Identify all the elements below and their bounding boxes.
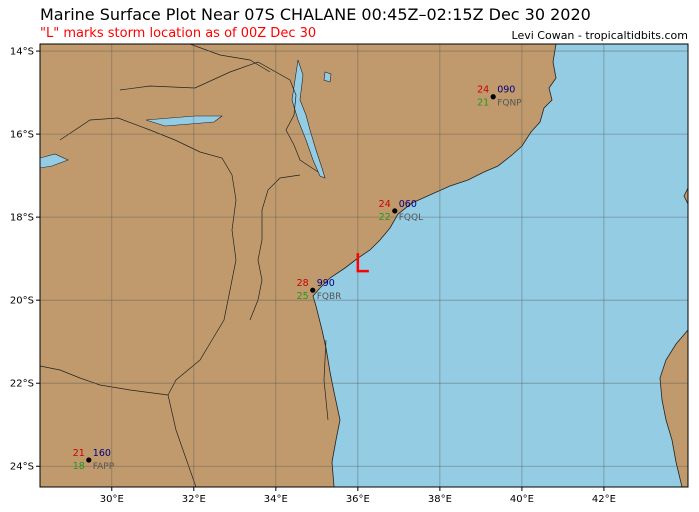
station-FQBR[interactable]: 28 25 990 FQBR: [297, 278, 342, 302]
lake-cahora-bassa: [323, 71, 332, 83]
lon-tick-label: 42°E: [592, 494, 616, 505]
station-pressure: 060: [399, 199, 417, 210]
station-dot: [86, 457, 92, 463]
station-pressure: 160: [93, 448, 111, 459]
station-dewpoint: 21: [477, 98, 489, 109]
station-FQNP[interactable]: 24 21 090 FQNP: [477, 85, 522, 109]
station-dewpoint: 22: [379, 212, 391, 223]
lon-tick-label: 32°E: [182, 494, 206, 505]
station-id: FQNP: [497, 99, 522, 109]
lake-west: [40, 153, 69, 169]
storm-marker: [356, 253, 369, 273]
lon-tick-label: 38°E: [428, 494, 452, 505]
station-temp: 28: [297, 278, 309, 289]
station-FQQL[interactable]: 24 22 060 FQQL: [379, 199, 423, 223]
station-id: FQBR: [317, 292, 342, 302]
station-id: FQQL: [399, 213, 423, 223]
lat-tick-label: 22°S: [10, 379, 34, 390]
map-frame: [39, 43, 689, 488]
station-dot: [490, 94, 496, 100]
station-temp: 21: [73, 448, 85, 459]
station-dot: [392, 208, 398, 214]
station-id: FAPP: [93, 462, 115, 472]
lon-tick-label: 30°E: [100, 494, 124, 505]
lon-tick-label: 40°E: [510, 494, 534, 505]
plot-subtitle: "L" marks storm location as of 00Z Dec 3…: [40, 26, 317, 41]
station-temp: 24: [379, 199, 391, 210]
storm-L-glyph: [356, 253, 369, 273]
lat-tick-label: 20°S: [10, 296, 34, 307]
credit-text: Levi Cowan - tropicaltidbits.com: [511, 29, 688, 42]
station-dot: [310, 287, 316, 293]
lon-tick-label: 36°E: [346, 494, 370, 505]
station-pressure: 090: [497, 85, 515, 96]
lat-tick-label: 16°S: [10, 130, 34, 141]
plot-title: Marine Surface Plot Near 07S CHALANE 00:…: [40, 5, 591, 24]
lon-tick-label: 34°E: [264, 494, 288, 505]
station-dewpoint: 18: [73, 461, 85, 472]
station-FAPP[interactable]: 21 18 160 FAPP: [73, 448, 115, 472]
lat-tick-label: 14°S: [10, 47, 34, 58]
station-plots: 24 21 090 FQNP 24 22 060 FQQL 28 25 990 FQBR 21 18 160…: [73, 85, 522, 472]
station-pressure: 990: [317, 278, 335, 289]
lake-malawi: [291, 59, 326, 179]
land-madagascar: [659, 187, 688, 487]
station-temp: 24: [477, 85, 489, 96]
lat-tick-label: 18°S: [10, 213, 34, 224]
lat-tick-label: 24°S: [10, 462, 34, 473]
land-africa: [40, 44, 557, 487]
station-dewpoint: 25: [297, 291, 309, 302]
lake-kariba: [145, 115, 223, 127]
axis-ticks: 14°S 16°S 18°S 20°S 22°S 24°S 30°E 32°E 34°E 36°E…: [10, 47, 616, 505]
